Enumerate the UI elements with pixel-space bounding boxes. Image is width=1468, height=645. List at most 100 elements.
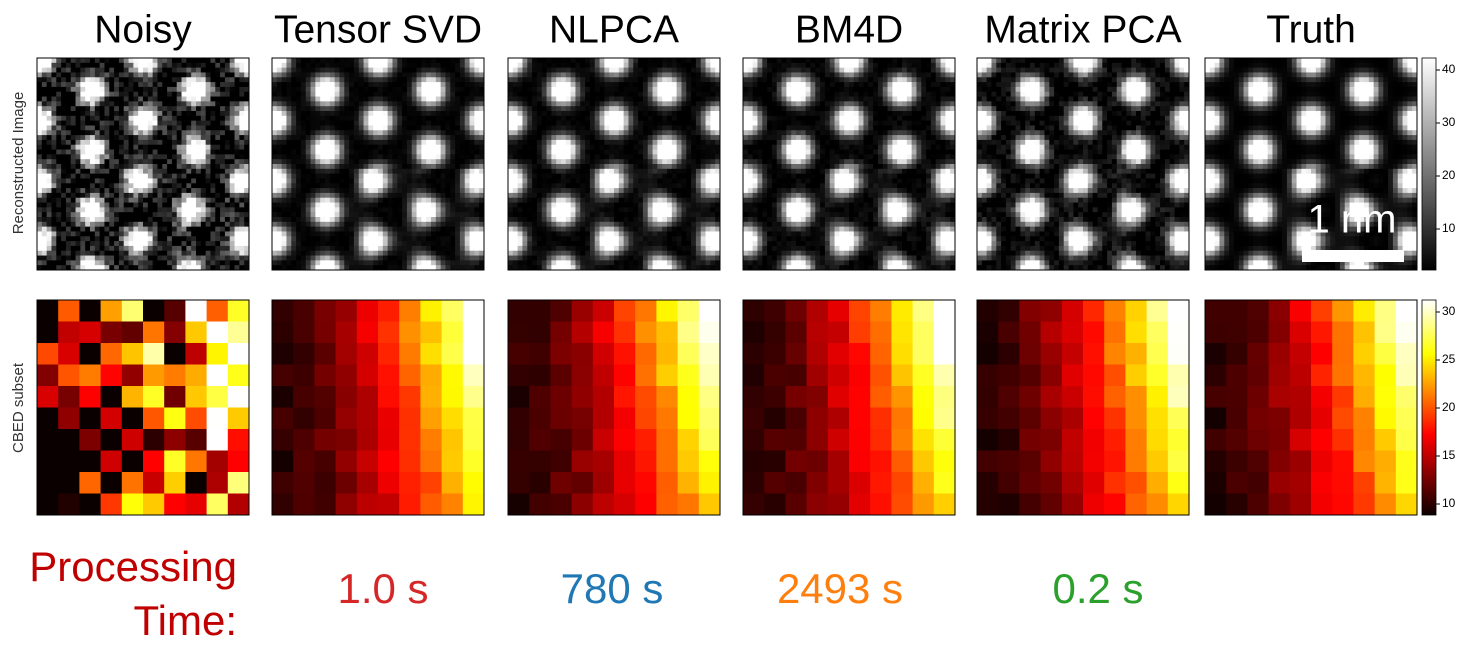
pixel [421, 236, 426, 241]
pixel [518, 125, 523, 130]
pixel [460, 87, 465, 92]
pixel [143, 135, 148, 140]
pixel [691, 130, 696, 135]
pixel [291, 256, 296, 261]
pixel [143, 68, 148, 73]
pixel [157, 63, 162, 68]
pixel [109, 222, 114, 227]
pixel [311, 125, 316, 130]
pixel [445, 72, 450, 77]
cell [293, 451, 315, 473]
cell [164, 300, 186, 322]
pixel [349, 125, 354, 130]
pixel [614, 121, 619, 126]
pixel [210, 159, 215, 164]
pixel [455, 72, 460, 77]
cell [357, 365, 379, 387]
pixel [277, 207, 282, 212]
pixel [157, 198, 162, 203]
pixel [364, 87, 369, 92]
pixel [235, 222, 240, 227]
pixel [590, 101, 595, 106]
pixel [286, 251, 291, 256]
pixel [354, 198, 359, 203]
pixel [114, 111, 119, 116]
pixel [296, 130, 301, 135]
pixel [701, 72, 706, 77]
pixel [129, 227, 134, 232]
pixel [306, 198, 311, 203]
pixel [306, 111, 311, 116]
pixel [643, 154, 648, 159]
pixel [277, 135, 282, 140]
pixel [402, 111, 407, 116]
pixel [148, 256, 153, 261]
pixel [547, 145, 552, 150]
pixel [672, 121, 677, 126]
pixel [445, 183, 450, 188]
pixel [291, 164, 296, 169]
pixel [133, 227, 138, 232]
pixel [80, 106, 85, 111]
pixel [277, 236, 282, 241]
pixel [339, 256, 344, 261]
pixel [90, 63, 95, 68]
pixel [129, 207, 134, 212]
pixel [61, 130, 66, 135]
pixel [349, 164, 354, 169]
cell [293, 472, 315, 494]
pixel [339, 92, 344, 97]
pixel [561, 135, 566, 140]
pixel [172, 169, 177, 174]
pixel [76, 63, 81, 68]
pixel [619, 72, 624, 77]
pixel [220, 101, 225, 106]
pixel [604, 116, 609, 121]
pixel [431, 116, 436, 121]
pixel [196, 169, 201, 174]
pixel [172, 246, 177, 251]
pixel [590, 116, 595, 121]
cell [378, 494, 400, 516]
pixel [133, 145, 138, 150]
pixel [388, 198, 393, 203]
pixel [470, 246, 475, 251]
pixel [196, 246, 201, 251]
cell [228, 494, 250, 516]
pixel [90, 203, 95, 208]
pixel [47, 227, 52, 232]
pixel [148, 130, 153, 135]
pixel [421, 140, 426, 145]
pixel [191, 241, 196, 246]
pixel [177, 125, 182, 130]
pixel [325, 145, 330, 150]
pixel [383, 72, 388, 77]
pixel [421, 111, 426, 116]
pixel [633, 58, 638, 63]
pixel [239, 241, 244, 246]
cell [79, 300, 101, 322]
pixel [90, 116, 95, 121]
pixel [186, 68, 191, 73]
pixel [421, 193, 426, 198]
pixel [47, 169, 52, 174]
pixel [66, 178, 71, 183]
pixel [392, 111, 397, 116]
cell [58, 408, 80, 430]
pixel [71, 135, 76, 140]
pixel [109, 178, 114, 183]
pixel [344, 68, 349, 73]
pixel [286, 178, 291, 183]
pixel [388, 227, 393, 232]
pixel [426, 72, 431, 77]
pixel [585, 111, 590, 116]
pixel [239, 106, 244, 111]
pixel [42, 150, 47, 155]
pixel [61, 231, 66, 236]
pixel [441, 92, 446, 97]
pixel [138, 260, 143, 265]
pixel [619, 145, 624, 150]
pixel [575, 63, 580, 68]
pixel [706, 125, 711, 130]
pixel [162, 241, 167, 246]
